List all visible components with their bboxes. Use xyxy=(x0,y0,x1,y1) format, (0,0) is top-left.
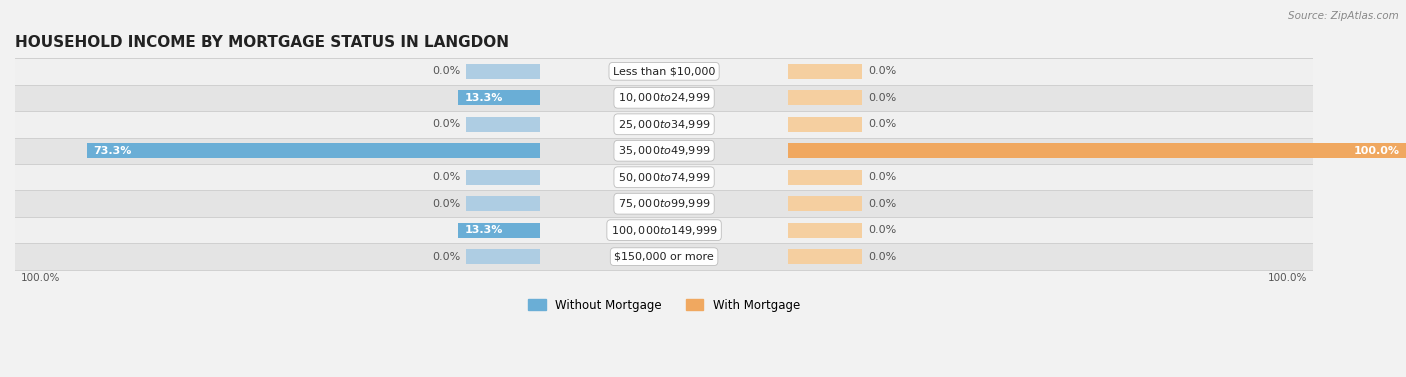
Text: $10,000 to $24,999: $10,000 to $24,999 xyxy=(617,91,710,104)
Bar xyxy=(787,143,1406,158)
Bar xyxy=(467,116,540,132)
Bar xyxy=(787,222,862,238)
Bar xyxy=(458,222,540,238)
Text: 100.0%: 100.0% xyxy=(1268,273,1308,283)
Text: 0.0%: 0.0% xyxy=(868,225,897,235)
Bar xyxy=(787,64,862,79)
Bar xyxy=(15,84,1313,111)
Bar xyxy=(787,90,862,106)
Text: 0.0%: 0.0% xyxy=(868,172,897,182)
Text: 0.0%: 0.0% xyxy=(868,199,897,209)
Text: $150,000 or more: $150,000 or more xyxy=(614,252,714,262)
Text: $75,000 to $99,999: $75,000 to $99,999 xyxy=(617,197,710,210)
Bar xyxy=(15,138,1313,164)
Text: $100,000 to $149,999: $100,000 to $149,999 xyxy=(610,224,717,237)
Text: 73.3%: 73.3% xyxy=(94,146,132,156)
Text: $25,000 to $34,999: $25,000 to $34,999 xyxy=(617,118,710,131)
Bar xyxy=(87,143,540,158)
Text: $50,000 to $74,999: $50,000 to $74,999 xyxy=(617,171,710,184)
Text: 0.0%: 0.0% xyxy=(868,66,897,76)
Bar xyxy=(787,196,862,211)
Text: 0.0%: 0.0% xyxy=(868,93,897,103)
Text: 100.0%: 100.0% xyxy=(21,273,60,283)
Bar xyxy=(458,90,540,106)
Text: HOUSEHOLD INCOME BY MORTGAGE STATUS IN LANGDON: HOUSEHOLD INCOME BY MORTGAGE STATUS IN L… xyxy=(15,35,509,50)
Text: 13.3%: 13.3% xyxy=(464,93,503,103)
Text: 100.0%: 100.0% xyxy=(1354,146,1400,156)
Text: 13.3%: 13.3% xyxy=(464,225,503,235)
Text: 0.0%: 0.0% xyxy=(432,199,460,209)
Bar xyxy=(787,170,862,185)
Bar xyxy=(467,170,540,185)
Text: 0.0%: 0.0% xyxy=(868,252,897,262)
Bar xyxy=(15,190,1313,217)
Text: Less than $10,000: Less than $10,000 xyxy=(613,66,716,76)
Legend: Without Mortgage, With Mortgage: Without Mortgage, With Mortgage xyxy=(523,294,804,316)
Bar xyxy=(787,116,862,132)
Bar xyxy=(467,196,540,211)
Bar xyxy=(15,111,1313,138)
Text: 0.0%: 0.0% xyxy=(432,119,460,129)
Bar xyxy=(15,164,1313,190)
Bar xyxy=(15,217,1313,244)
Text: 0.0%: 0.0% xyxy=(432,252,460,262)
Text: $35,000 to $49,999: $35,000 to $49,999 xyxy=(617,144,710,157)
Bar xyxy=(787,249,862,264)
Bar xyxy=(15,244,1313,270)
Text: 0.0%: 0.0% xyxy=(432,172,460,182)
Bar xyxy=(467,64,540,79)
Text: Source: ZipAtlas.com: Source: ZipAtlas.com xyxy=(1288,11,1399,21)
Bar xyxy=(467,249,540,264)
Bar xyxy=(15,58,1313,84)
Text: 0.0%: 0.0% xyxy=(432,66,460,76)
Text: 0.0%: 0.0% xyxy=(868,119,897,129)
